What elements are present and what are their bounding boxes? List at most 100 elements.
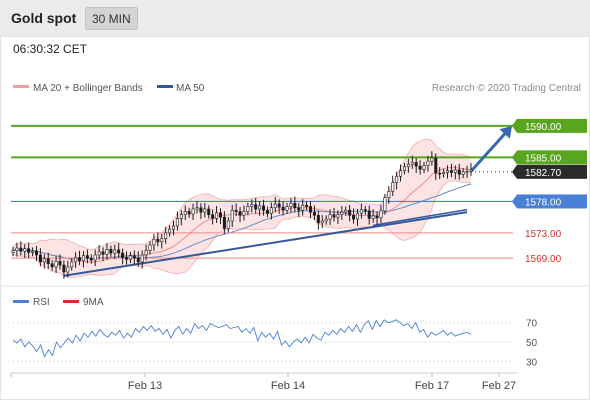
candle-body — [250, 204, 254, 207]
candle-body — [19, 247, 23, 252]
candle-body — [422, 165, 426, 170]
candle-body — [34, 250, 38, 256]
ma20-line — [12, 167, 472, 263]
level-label-box — [517, 118, 587, 133]
candle-body — [461, 171, 465, 175]
level-label-box — [517, 150, 587, 165]
candle-body — [246, 206, 250, 212]
candle-body — [371, 215, 375, 219]
candle-body — [58, 260, 62, 266]
header-bar: Gold spot 30 MIN — [0, 0, 590, 36]
candle-body — [144, 250, 148, 256]
candle-body — [50, 263, 54, 268]
candle-body — [85, 255, 89, 259]
candle-body — [70, 261, 74, 268]
candle-body — [121, 252, 125, 258]
candle-body — [211, 214, 215, 219]
trend-lines — [63, 125, 513, 277]
candle-body — [156, 238, 160, 243]
candle-body — [309, 206, 313, 213]
level-lines — [11, 124, 513, 259]
candle-body — [191, 208, 195, 215]
candles — [11, 151, 473, 279]
level-label-1582-70: 1582.70 — [525, 168, 562, 179]
candle-body — [336, 214, 340, 218]
candle-body — [148, 244, 152, 251]
bollinger-band — [12, 138, 472, 278]
candle-body — [15, 247, 19, 251]
x-tick-label: Feb 13 — [128, 380, 162, 392]
timeframe-button[interactable]: 30 MIN — [85, 7, 138, 30]
candle-body — [332, 214, 336, 218]
candle-body — [152, 238, 156, 246]
candle-body — [187, 211, 191, 215]
candle-body — [277, 203, 281, 208]
ma20-legend-swatch — [13, 85, 29, 88]
candle-body — [285, 206, 289, 211]
candle-body — [78, 257, 82, 261]
candle-body — [81, 255, 85, 261]
candle-body — [340, 211, 344, 215]
candle-body — [414, 162, 418, 167]
candle-body — [434, 157, 438, 174]
candle-body — [375, 215, 379, 219]
candle-body — [117, 249, 121, 254]
bollinger-upper — [12, 138, 472, 251]
candle-body — [410, 162, 414, 165]
chart-panel: 06:30:32 CET MA 20 + Bollinger Bands MA … — [0, 36, 590, 400]
candle-body — [469, 169, 473, 172]
level-label-1590-00: 1590.00 — [525, 122, 562, 133]
level-label-1569-00: 1569.00 — [525, 254, 562, 265]
x-axis: Feb 13 Feb 14 Feb 17 Feb 27 — [10, 373, 516, 392]
candle-body — [66, 266, 70, 273]
candle-body — [238, 211, 242, 216]
x-tick-label: Feb 17 — [415, 380, 449, 392]
candle-body — [265, 209, 269, 214]
candle-body — [207, 208, 211, 215]
candle-body — [320, 220, 324, 224]
candle-body — [344, 209, 348, 213]
forecast-arrow-head — [499, 125, 513, 139]
candle-body — [97, 251, 101, 256]
candle-body — [179, 214, 183, 219]
candle-body — [312, 211, 316, 216]
candle-body — [254, 204, 258, 210]
level-label-pointer — [512, 164, 517, 179]
candle-body — [234, 209, 238, 212]
level-label-box — [517, 194, 587, 209]
candle-body — [383, 197, 387, 212]
candle-body — [430, 157, 434, 162]
candle-body — [301, 204, 305, 211]
level-label-pointer — [512, 194, 517, 209]
candle-body — [348, 209, 352, 216]
candle-body — [242, 211, 246, 216]
candle-body — [262, 205, 266, 211]
credit-text: Research © 2020 Trading Central — [432, 83, 581, 94]
candle-body — [367, 210, 371, 219]
candle-body — [89, 257, 93, 261]
candle-body — [31, 250, 35, 253]
rsi-legend-swatch — [13, 300, 29, 303]
ma20-legend-label: MA 20 + Bollinger Bands — [33, 83, 143, 94]
rsi-tick-70: 70 — [526, 319, 538, 330]
candle-body — [54, 260, 58, 268]
forecast-arrow-shaft — [469, 129, 510, 173]
candle-body — [426, 160, 430, 166]
candle-body — [105, 248, 109, 255]
candle-body — [446, 170, 450, 173]
candle-body — [203, 208, 207, 213]
candle-body — [128, 255, 132, 260]
candle-body — [406, 163, 410, 168]
candle-body — [11, 250, 15, 253]
candle-body — [46, 258, 50, 265]
candle-body — [269, 207, 273, 214]
candle-body — [164, 232, 168, 239]
candle-body — [453, 169, 457, 173]
candle-body — [379, 210, 383, 219]
ma50-legend-label: MA 50 — [176, 83, 205, 94]
candle-body — [215, 212, 219, 219]
ma50-legend-swatch — [157, 85, 173, 88]
candle-body — [363, 209, 367, 212]
candle-body — [391, 182, 395, 192]
candle-body — [395, 175, 399, 183]
